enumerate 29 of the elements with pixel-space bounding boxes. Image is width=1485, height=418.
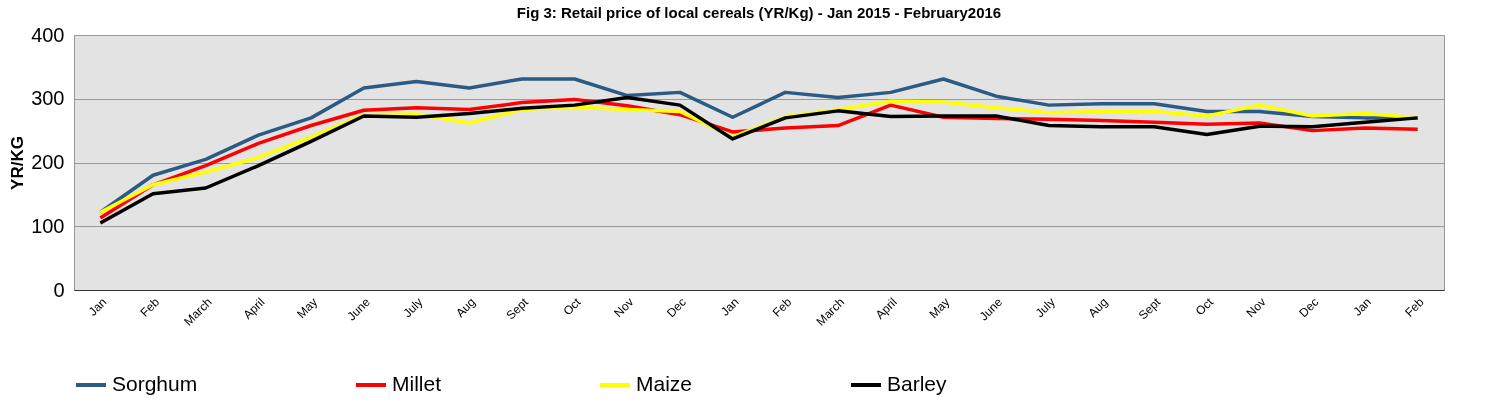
y-tick-label: 0 (53, 278, 65, 301)
x-tick-label: Nov (1243, 295, 1269, 321)
x-tick-label: Oct (560, 294, 585, 319)
x-tick-label: Jan (718, 295, 742, 319)
x-tick-label: July (1032, 295, 1058, 321)
x-tick-label: Aug (1085, 295, 1111, 321)
x-tick-label: Dec (663, 295, 689, 321)
chart-title: Fig 3: Retail price of local cereals (YR/Kg) - Jan 2015 - February2016 (516, 4, 1002, 21)
legend-label: Sorghum (112, 372, 198, 395)
legend-label: Maize (636, 372, 693, 395)
y-axis-title: YR/KG (8, 136, 28, 190)
x-tick-label: Feb (1402, 294, 1427, 320)
x-tick-label: Jan (85, 295, 110, 319)
y-tick-label: 200 (31, 151, 65, 173)
x-tick-label: Nov (611, 295, 637, 321)
x-tick-label: Feb (137, 294, 163, 320)
x-tick-label: Oct (1192, 294, 1217, 319)
legend-label: Millet (392, 372, 442, 395)
y-tick-label: 300 (31, 87, 65, 110)
x-tick-label: May (294, 295, 321, 322)
x-tick-label: May (926, 295, 953, 322)
y-tick-label: 400 (31, 23, 65, 46)
x-tick-label: July (400, 295, 426, 321)
x-tick-label: Dec (1296, 295, 1322, 321)
x-tick-label: Feb (769, 294, 795, 320)
x-tick-label: Aug (453, 295, 479, 321)
y-tick-label: 100 (31, 214, 65, 237)
x-tick-label: Jan (1350, 295, 1374, 319)
legend-label: Barley (887, 372, 948, 395)
